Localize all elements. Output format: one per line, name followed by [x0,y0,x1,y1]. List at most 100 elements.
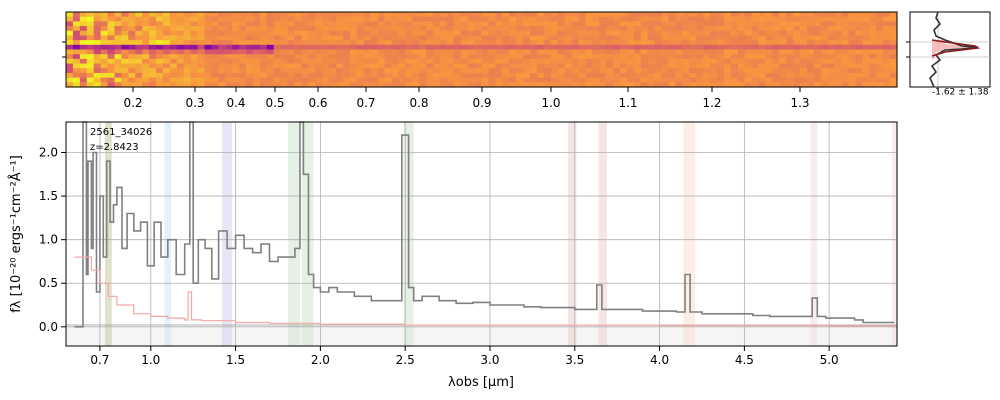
heatmap-cell [668,68,676,74]
heatmap-cell [806,58,815,65]
heatmap-cell [696,77,704,83]
heatmap-cell [107,77,116,83]
heatmap-cell [751,54,760,60]
heatmap-cell [107,40,116,46]
heatmap-cell [287,12,296,18]
heatmap-cell [169,16,178,22]
heatmap-cell [599,35,607,41]
heatmap-cell [716,21,725,27]
heatmap-cell [640,77,649,83]
heatmap-cell [273,26,282,32]
heatmap-cell [225,30,233,37]
heatmap-cell [536,54,545,60]
heatmap-cell [204,77,213,83]
heatmap-cell [273,63,282,69]
heatmap-cell [266,26,275,32]
heatmap-cell [135,77,143,83]
heatmap-cell [848,49,857,55]
heatmap-cell [827,16,836,22]
heatmap-cell [467,72,476,79]
spectrum-frame [65,121,898,347]
heatmap-cell [377,68,386,74]
heatmap-cell [343,30,351,37]
heatmap-cell [592,54,600,60]
heatmap-cell [599,12,607,18]
heatmap-cell [294,16,303,22]
heatmap-cell [405,54,413,60]
heatmap-cell [751,82,760,88]
heatmap-cell [820,35,829,41]
heatmap-cell [162,82,171,88]
heatmap-cell [315,30,323,37]
heatmap-cell [827,12,836,18]
heatmap-cell [294,63,303,69]
heatmap-cell [557,40,566,46]
heatmap-cell [606,40,614,46]
heatmap-cell [536,35,545,41]
heatmap-cell [398,72,406,79]
spectrum-flux-line [74,121,895,328]
heatmap-cell [668,54,676,60]
heatmap-cell [827,26,836,32]
heatmap-cell [813,16,822,22]
emission-line-band [810,122,818,346]
heatmap-cell [502,44,510,51]
heatmap-cell [585,12,593,18]
heatmap-cell [855,72,863,79]
heatmap-cell [723,77,732,83]
heatmap-cell [703,44,711,51]
heatmap-cell [744,72,753,79]
heatmap-cell [391,49,399,55]
heatmap-cell [426,49,434,55]
heatmap-cell [509,68,517,74]
heatmap-cell [737,49,746,55]
heatmap-cell [273,77,282,83]
heatmap-cell [633,82,642,88]
heatmap-cell [536,49,545,55]
heatmap-cell [273,21,282,27]
heatmap-cell [336,77,344,83]
heatmap-cell [204,68,213,74]
heatmap-cell [779,54,787,60]
heatmap-cell [259,44,268,51]
heatmap-cell [183,40,192,46]
heatmap-cell [758,58,767,65]
heatmap-cell [107,44,116,51]
heatmap-cell [156,21,164,27]
heatmap-xtick-label: 1.2 [702,96,721,110]
heatmap-cell [793,72,801,79]
heatmap-cell [640,63,649,69]
heatmap-cell [232,21,240,27]
heatmap-cell [730,54,739,60]
heatmap-xtick-label: 0.6 [308,96,327,110]
heatmap-cell [869,26,877,32]
heatmap-cell [592,16,600,22]
heatmap-cell [86,40,95,46]
heatmap-cell [488,54,496,60]
heatmap-cell [779,12,787,18]
heatmap-cell [301,26,309,32]
heatmap-cell [66,16,74,22]
heatmap-cell [162,21,171,27]
heatmap-cell [647,30,656,37]
heatmap-cell [287,54,296,60]
heatmap-cell [412,49,420,55]
heatmap-cell [585,16,593,22]
heatmap-cell [730,26,739,32]
spectrum-xtick-label: 3.0 [480,353,499,367]
heatmap-cell [412,26,420,32]
emission-line-band [598,122,607,346]
heatmap-cell [696,21,704,27]
heatmap-xtick-label: 1.1 [618,96,637,110]
heatmap-cell [841,63,850,69]
heatmap-cell [197,21,206,27]
heatmap-cell [287,44,296,51]
heatmap-cell [446,68,455,74]
heatmap-cell [841,16,850,22]
heatmap-cell [336,30,344,37]
heatmap-cell [744,16,753,22]
heatmap-cell [232,40,240,46]
heatmap-cell [668,21,676,27]
heatmap-cell [654,68,663,74]
heatmap-cell [786,30,794,37]
